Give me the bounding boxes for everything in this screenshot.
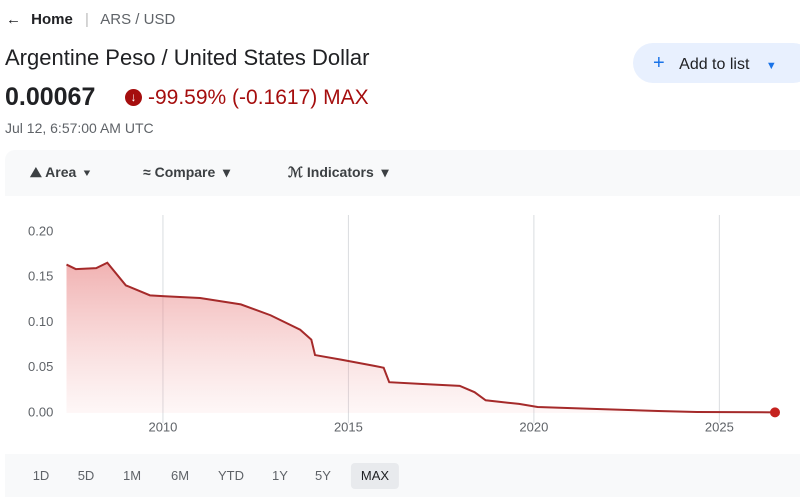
price: 0.00067 [5, 83, 96, 111]
range-button[interactable]: 1M [122, 468, 142, 483]
toolbar-indicators[interactable]: ℳ Indicators ▾ [288, 164, 389, 180]
range-button[interactable]: 5D [77, 468, 95, 483]
x-tick-label: 2010 [148, 419, 177, 434]
home-link[interactable]: Home [31, 11, 73, 28]
y-tick-label: 0.20 [28, 223, 53, 238]
current-pair: ARS / USD [100, 11, 176, 28]
button-label: Add to list [679, 56, 750, 73]
toolbar-area[interactable]: ⛰ Area ▾ [30, 164, 90, 180]
area-fill [66, 262, 775, 413]
down-icon: ↓ [125, 89, 142, 106]
range-button[interactable]: 1Y [272, 468, 288, 483]
toolbar-label: Indicators [306, 164, 374, 180]
add-to-list-button[interactable]: + Add to list ▼ [633, 43, 800, 83]
y-tick-label: 0.10 [28, 314, 53, 329]
caret: ▼ [765, 60, 777, 72]
x-tick-label: 2015 [334, 419, 363, 434]
change-value: -99.59% (-0.1617) [148, 86, 318, 109]
price-line [66, 261, 776, 414]
toolbar-label: Compare [154, 164, 216, 180]
y-tick-label: 0.05 [28, 359, 53, 374]
quote-name: Argentine Peso / United States Dollar [5, 45, 370, 70]
range-button[interactable]: YTD [218, 468, 244, 483]
toolbar-compare[interactable]: ≈ Compare ▾ [143, 164, 231, 180]
range-button[interactable]: 5Y [315, 468, 331, 483]
y-tick-label: 0.00 [28, 404, 53, 419]
x-tick-label: 2025 [705, 419, 734, 434]
x-tick-label: 2020 [519, 419, 548, 434]
separator: | [85, 11, 89, 28]
chart: 2010 2015 2020 2025 0.20 0.15 0.10 0.05 0.00 [28, 215, 780, 434]
toolbar-label: Area [45, 164, 77, 180]
breadcrumb: ← Home | ARS / USD [6, 11, 175, 28]
timestamp: Jul 12, 6:57:00 AM UTC [5, 120, 154, 136]
change: -99.59% (-0.1617) MAX [148, 86, 369, 110]
range-button[interactable]: 6M [170, 468, 190, 483]
plus-icon: + [653, 52, 665, 74]
range-button[interactable]: 1D [32, 468, 50, 483]
y-tick-label: 0.15 [28, 269, 53, 284]
back-arrow[interactable]: ← [6, 11, 21, 28]
last-point [770, 407, 780, 418]
period: MAX [323, 86, 369, 109]
range-button[interactable]: MAX [350, 463, 400, 489]
